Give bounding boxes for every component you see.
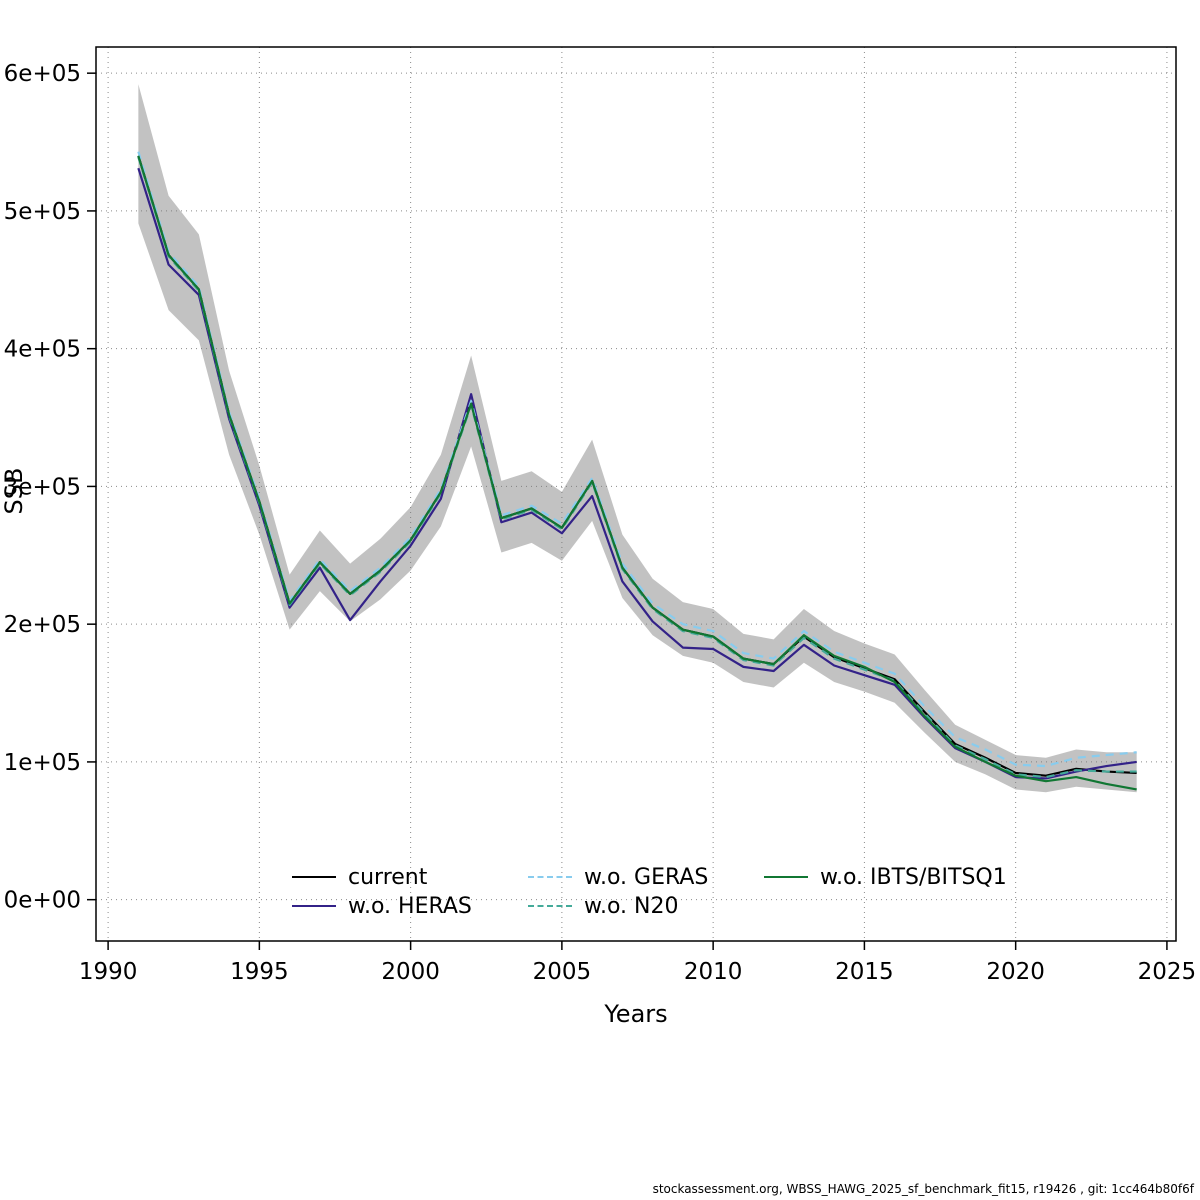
x-tick-label: 2010 — [684, 959, 743, 985]
x-tick-label: 2020 — [986, 959, 1045, 985]
series-line-2 — [137, 151, 1137, 768]
legend-label: w.o. IBTS/BITSQ1 — [820, 864, 1007, 890]
legend-entry-wo-ibts-bitsq1: w.o. IBTS/BITSQ1 — [764, 864, 1007, 890]
x-tick-label: 1995 — [230, 959, 289, 985]
x-axis-title: Years — [604, 1000, 668, 1028]
y-tick-label: 2e+05 — [4, 612, 81, 638]
y-tick-label: 1e+05 — [4, 750, 81, 776]
legend-label: w.o. GERAS — [584, 864, 709, 890]
x-tick-label: 2000 — [381, 959, 440, 985]
y-tick-label: 5e+05 — [4, 199, 81, 225]
legend-label: current — [348, 864, 428, 890]
legend-label: w.o. N20 — [584, 893, 679, 919]
series-line-3 — [137, 156, 1137, 779]
x-tick-label: 1990 — [79, 959, 138, 985]
legend-line-sample — [764, 876, 808, 878]
y-axis-title: SSB — [0, 467, 28, 515]
legend-label: w.o. HERAS — [348, 893, 472, 919]
x-tick-label: 2015 — [835, 959, 894, 985]
confidence-band — [138, 84, 1137, 793]
plot-box — [95, 46, 1177, 942]
legend-line-sample — [528, 905, 572, 907]
legend-entry-wo-heras: w.o. HERAS — [292, 893, 472, 919]
x-tick-label: 2005 — [533, 959, 592, 985]
legend-entry-current: current — [292, 864, 427, 890]
legend-entry-wo-geras: w.o. GERAS — [528, 864, 708, 890]
y-tick-label: 0e+00 — [4, 888, 81, 914]
series-line-4 — [137, 155, 1137, 791]
y-tick-label: 4e+05 — [4, 337, 81, 363]
legend-line-sample — [528, 876, 572, 878]
y-tick-label: 3e+05 — [4, 474, 81, 500]
y-tick-label: 6e+05 — [4, 61, 81, 87]
legend-line-sample — [292, 905, 336, 907]
legend-line-sample — [292, 876, 336, 878]
series-line-1 — [137, 167, 1137, 780]
series-line-0 — [137, 155, 1137, 777]
footer-caption: stockassessment.org, WBSS_HAWG_2025_sf_b… — [652, 1182, 1194, 1196]
legend-entry-wo-n20: w.o. N20 — [528, 893, 678, 919]
x-tick-label: 2025 — [1138, 959, 1197, 985]
